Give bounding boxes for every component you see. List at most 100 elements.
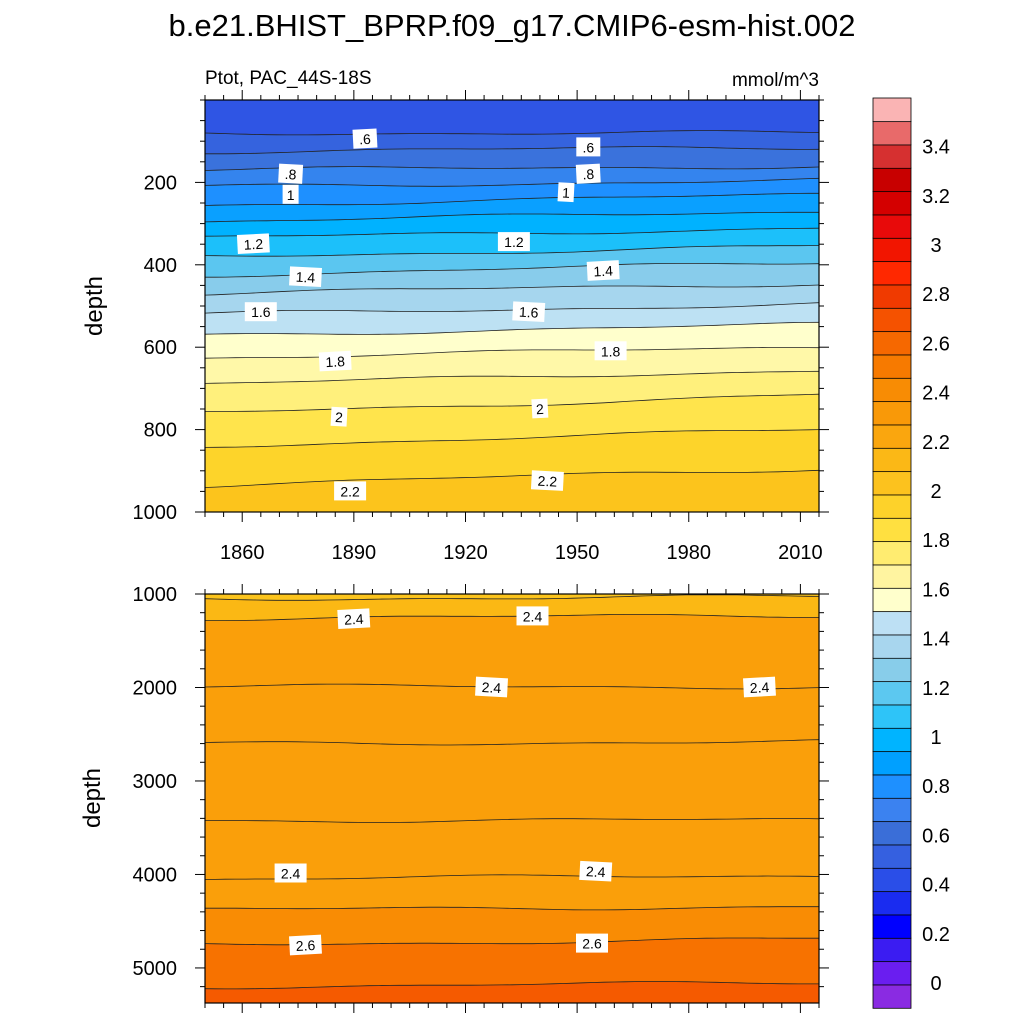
contour-label: 2 xyxy=(330,406,348,427)
contour-label-box xyxy=(282,184,299,204)
colorbar-swatch xyxy=(872,190,912,216)
contour-label-text: .8 xyxy=(582,166,595,183)
contour-line xyxy=(205,284,819,296)
contour-line xyxy=(205,302,819,314)
contour-label-text: 2.4 xyxy=(344,611,364,628)
contour-label-box xyxy=(530,470,564,491)
colorbar-label: 3.4 xyxy=(922,137,950,159)
contour-label-box xyxy=(475,676,509,698)
colorbar-label: 0.8 xyxy=(922,776,950,798)
contour-label-text: 1.6 xyxy=(251,304,271,320)
contour-label-box xyxy=(516,606,549,626)
colorbar-swatch xyxy=(872,260,912,286)
contour-label: 1 xyxy=(282,184,299,204)
lower-panel: 2.4 2.4 2.4 2.4 2.4 2.4 2.6 2.6 1000 2000 3000 400… xyxy=(79,584,829,1013)
contour-label-text: .6 xyxy=(359,131,372,148)
contour-label-box xyxy=(594,341,627,361)
colorbar-swatches xyxy=(872,97,912,1009)
colorbar-swatch xyxy=(872,470,912,496)
y-tick-label: 600 xyxy=(144,337,177,359)
fill-band xyxy=(205,470,819,512)
colorbar-swatch xyxy=(872,610,912,636)
x-tick-label: 2010 xyxy=(778,542,823,564)
colorbar-label: 0.6 xyxy=(922,825,950,847)
contour-line xyxy=(205,614,819,621)
colorbar-label: 1.2 xyxy=(922,678,950,700)
contour-label-text: 2.2 xyxy=(340,483,360,499)
contour-label-box xyxy=(586,260,620,281)
colorbar-label: 0.4 xyxy=(922,875,950,897)
contour-line xyxy=(205,874,819,880)
contour-label-text: 2.4 xyxy=(481,679,501,696)
contour-label-box xyxy=(278,163,304,184)
contour-label: 1.6 xyxy=(244,302,277,322)
colorbar-swatch xyxy=(872,377,912,403)
contour-label-box xyxy=(557,182,575,203)
contour-label-box xyxy=(352,128,378,149)
lower-fill xyxy=(205,594,819,1003)
contour-line xyxy=(205,166,819,171)
y-tick-label: 4000 xyxy=(133,864,178,886)
contour-line xyxy=(205,177,819,187)
colorbar-swatch xyxy=(872,984,912,1009)
colorbar-swatch xyxy=(872,354,912,379)
contour-label-box xyxy=(337,608,371,630)
colorbar-label: 1.8 xyxy=(922,530,950,552)
contour-line xyxy=(205,321,819,335)
contour-label-box xyxy=(579,860,613,882)
contour-label-text: 1.4 xyxy=(295,269,315,286)
colorbar-swatch xyxy=(872,97,912,123)
contour-label-text: 1 xyxy=(287,187,295,203)
contour-label: 1.2 xyxy=(497,232,530,252)
contour-label: 1.4 xyxy=(586,260,620,281)
lower-contour-lines xyxy=(205,594,819,990)
fill-band xyxy=(205,981,819,1003)
contour-label: 1.8 xyxy=(318,350,352,372)
x-tick-label: 1860 xyxy=(220,542,265,564)
contour-label-text: 2.6 xyxy=(295,937,315,954)
contour-label: 1 xyxy=(557,182,575,203)
contour-label-text: .8 xyxy=(284,166,297,183)
colorbar-labels: 0 0.2 0.4 0.6 0.8 1 1.2 1.4 1.6 1.8 2 2.2 2.4 2.6 2.8 3… xyxy=(922,137,950,995)
contour-label: .6 xyxy=(576,137,601,157)
colorbar-swatch xyxy=(872,937,912,963)
colorbar-swatch xyxy=(872,797,912,823)
contour-label-text: 1.2 xyxy=(243,236,263,253)
contour-line xyxy=(205,429,819,448)
contour-label-box xyxy=(575,163,601,184)
contour-label: 2.6 xyxy=(576,933,608,953)
contour-line xyxy=(205,906,819,911)
contour-label-box xyxy=(742,676,776,698)
contour-line xyxy=(205,469,819,488)
upper-y-axis-label: depth xyxy=(81,276,108,336)
contour-label-text: 2 xyxy=(536,401,545,417)
colorbar-swatch xyxy=(872,144,912,169)
upper-contour-labels: .6 .6 .8 .8 1 1 1.2 1.2 1.4 1.4 1.6 1.6 1.8 1.8 2 2 2.2 2… xyxy=(236,128,627,501)
contour-label: 2.4 xyxy=(579,860,613,882)
colorbar-swatch xyxy=(872,214,912,239)
contour-line xyxy=(205,211,819,223)
contour-label-text: .6 xyxy=(582,139,594,155)
contour-label-box xyxy=(288,934,322,956)
contour-label-box xyxy=(512,301,546,323)
colorbar-swatch xyxy=(872,120,912,146)
colorbar-swatch xyxy=(872,960,912,986)
contour-label: 2.4 xyxy=(516,606,549,626)
contour-label-text: 2.2 xyxy=(537,473,557,490)
contour-label-box xyxy=(334,481,367,501)
contour-label-box xyxy=(289,266,323,288)
contour-label-box xyxy=(531,398,549,419)
lower-y-axis: 1000 2000 3000 4000 5000 xyxy=(133,584,829,988)
contour-label: 1.6 xyxy=(512,301,546,323)
colorbar-label: 2.8 xyxy=(922,284,950,306)
colorbar-swatch xyxy=(872,634,912,659)
contour-label-text: 2.4 xyxy=(586,863,606,880)
contour-line xyxy=(205,347,819,359)
contour-line xyxy=(205,818,819,823)
contour-label-text: 1.4 xyxy=(593,262,613,279)
colorbar-label: 2.6 xyxy=(922,333,950,355)
figure-title: b.e21.BHIST_BPRP.f09_g17.CMIP6-esm-hist.… xyxy=(169,8,856,43)
contour-label: 2.2 xyxy=(530,470,564,491)
y-tick-label: 2000 xyxy=(133,677,178,699)
